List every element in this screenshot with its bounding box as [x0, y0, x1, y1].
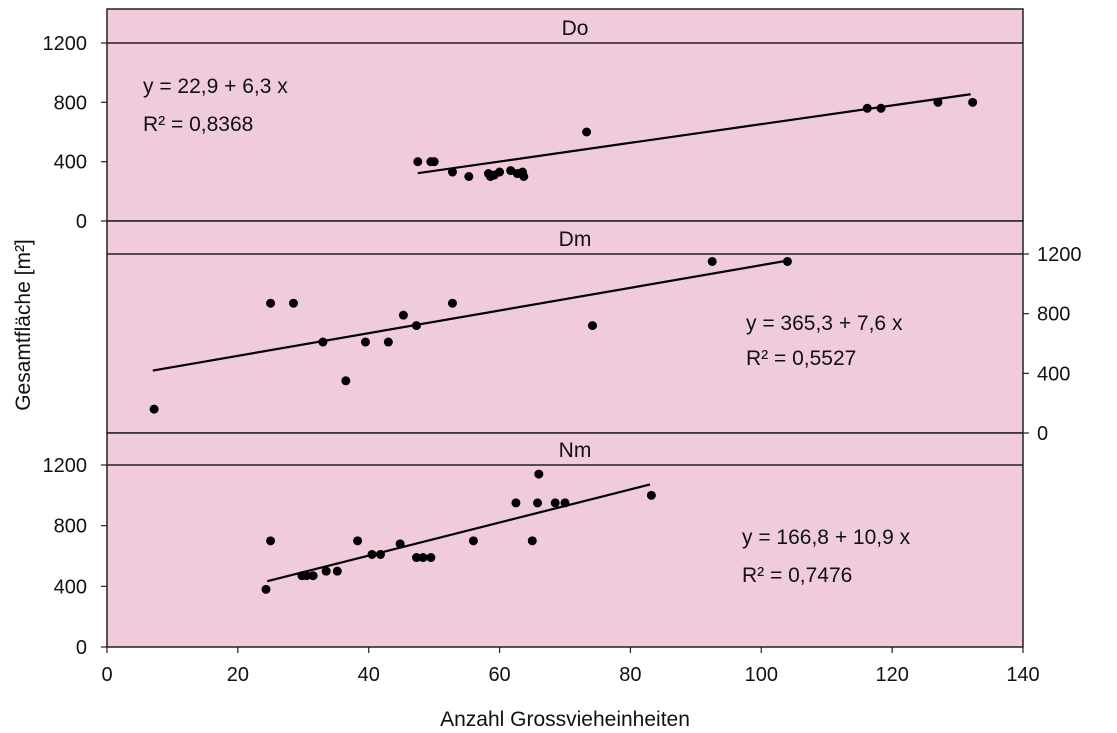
data-point — [876, 103, 886, 113]
data-point — [862, 103, 872, 113]
data-point — [266, 536, 276, 546]
panel-title: Nm — [559, 439, 592, 462]
panel-do: Do 0 400 800 1200 y = 22,9 + 6,3 x R² = 0,8368 — [43, 8, 1024, 233]
y-tick-label: 800 — [1037, 304, 1070, 326]
data-point — [395, 539, 405, 549]
data-point — [582, 127, 592, 137]
data-point — [341, 376, 351, 386]
data-point — [550, 498, 560, 508]
data-point — [968, 97, 978, 107]
data-point — [266, 298, 276, 308]
data-point — [447, 167, 457, 177]
x-axis: 0 20 40 60 80 100 120 140 — [101, 647, 1040, 686]
y-tick-label: 800 — [54, 516, 87, 538]
data-point — [318, 337, 328, 347]
data-point — [646, 490, 656, 500]
x-tick-label: 60 — [488, 664, 510, 686]
y-tick-label: 0 — [76, 637, 87, 659]
data-point — [375, 549, 385, 559]
y-tick-label: 0 — [1037, 423, 1048, 445]
y-tick-label: 400 — [1037, 363, 1070, 385]
y-tick-label: 1200 — [43, 33, 88, 55]
panel-nm: Nm 0 400 800 1200 y = 166,8 + 10,9 x R² = 0,74… — [43, 432, 1024, 659]
r-squared: R² = 0,8368 — [143, 113, 253, 136]
panel-title: Do — [562, 17, 589, 40]
data-point — [933, 97, 943, 107]
x-tick-label: 40 — [358, 664, 380, 686]
data-point — [447, 298, 457, 308]
data-point — [308, 571, 318, 581]
x-tick-label: 0 — [101, 664, 112, 686]
data-point — [332, 566, 342, 576]
data-point — [782, 256, 792, 266]
data-point — [560, 498, 570, 508]
regression-line — [152, 259, 788, 372]
data-point — [261, 584, 271, 594]
x-tick-label: 140 — [1006, 664, 1039, 686]
data-point — [464, 172, 474, 181]
data-point — [495, 167, 505, 177]
regression-equation: y = 22,9 + 6,3 x — [143, 75, 288, 98]
data-point — [360, 337, 370, 347]
data-point — [302, 571, 312, 581]
data-point — [418, 553, 428, 563]
x-axis-title: Anzahl Grossvieheinheiten — [440, 708, 690, 731]
data-point — [367, 549, 377, 559]
y-tick-label: 400 — [54, 152, 87, 174]
panels-group: Do 0 400 800 1200 y = 22,9 + 6,3 x R² = 0,8368… — [43, 8, 1082, 659]
y-tick-label: 0 — [76, 211, 87, 233]
data-point — [353, 536, 363, 546]
data-point — [519, 172, 529, 181]
data-point — [511, 498, 521, 508]
panel-background — [106, 8, 1024, 222]
data-point — [527, 536, 537, 546]
regression-line — [267, 483, 651, 583]
data-point — [383, 337, 393, 347]
data-point — [587, 321, 597, 331]
regression-equation: y = 166,8 + 10,9 x — [742, 526, 911, 549]
x-tick-label: 120 — [875, 664, 908, 686]
panel-dm: Dm 0 400 800 1200 y = 365,3 + 7,6 x R² = 0,552… — [106, 220, 1082, 445]
data-point — [149, 404, 159, 414]
y-axis-title: Gesamtfläche [m²] — [12, 239, 35, 411]
r-squared: R² = 0,7476 — [742, 564, 852, 587]
data-point — [426, 553, 436, 563]
y-tick-label: 800 — [54, 92, 87, 114]
y-tick-label: 1200 — [1037, 244, 1082, 266]
data-point — [411, 553, 421, 563]
panel-background — [106, 220, 1024, 434]
data-point — [288, 298, 298, 308]
data-point — [707, 256, 717, 266]
regression-equation: y = 365,3 + 7,6 x — [746, 312, 903, 335]
data-point — [398, 310, 408, 320]
data-point — [413, 157, 423, 167]
data-point — [534, 469, 544, 479]
y-tick-label: 1200 — [43, 455, 88, 477]
panel-title: Dm — [559, 228, 592, 251]
data-point — [468, 536, 478, 546]
x-tick-label: 80 — [619, 664, 641, 686]
x-tick-label: 100 — [745, 664, 778, 686]
data-point — [321, 566, 331, 576]
data-point — [411, 321, 421, 331]
data-point — [429, 157, 439, 167]
y-tick-label: 400 — [54, 576, 87, 598]
data-point — [533, 498, 543, 508]
x-tick-label: 20 — [227, 664, 249, 686]
panel-background — [106, 432, 1024, 648]
r-squared: R² = 0,5527 — [746, 347, 856, 370]
